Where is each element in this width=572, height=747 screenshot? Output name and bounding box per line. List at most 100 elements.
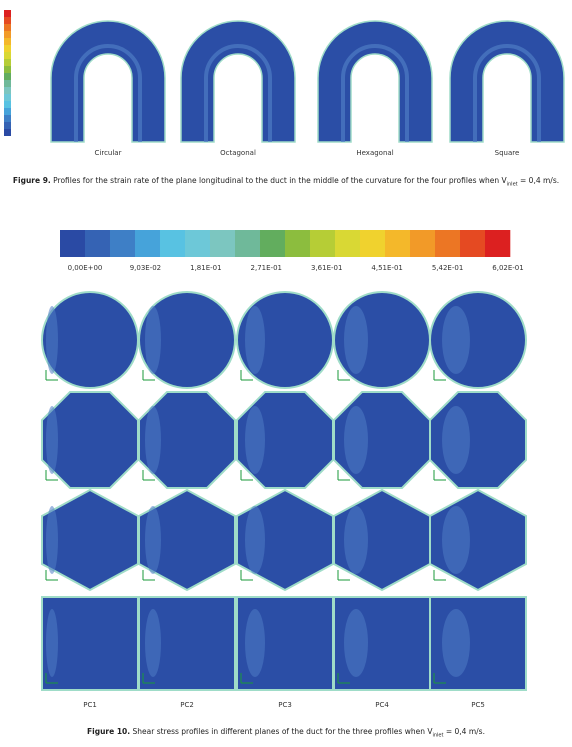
duct-profile (138, 596, 236, 691)
stress-region (442, 306, 470, 374)
stress-region (442, 406, 470, 474)
axis-triad (240, 673, 253, 684)
legend-swatch (4, 73, 11, 80)
arch-highlight (473, 44, 541, 142)
arch-profile (50, 20, 166, 143)
stress-region (145, 306, 161, 374)
column-label: PC3 (278, 701, 292, 709)
column-label: PC4 (375, 701, 389, 709)
stress-region (442, 506, 470, 574)
caption-tail: = 0,4 m/s. (520, 176, 560, 185)
figure-10-caption: Figure 10. Shear stress profiles in diff… (0, 727, 572, 739)
axis-triad (240, 470, 253, 481)
colorbar-label: 0,00E+00 (68, 264, 103, 272)
colorbar-swatch (160, 230, 186, 257)
colorbar-swatch (260, 230, 286, 257)
colorbar-label: 4,51E-01 (371, 264, 402, 272)
stress-region (145, 406, 161, 474)
caption-text: Shear stress profiles in different plane… (132, 727, 433, 736)
arch-profile (317, 20, 433, 143)
caption-text: Profiles for the strain rate of the plan… (53, 176, 507, 185)
axis-triad (433, 470, 446, 481)
legend-swatch (4, 59, 11, 66)
legend-swatch (4, 38, 11, 45)
legend-swatch (4, 24, 11, 31)
colorbar-swatch (485, 230, 511, 257)
axis-triad (337, 673, 350, 684)
colorbar-swatch (460, 230, 486, 257)
colorbar-label: 2,71E-01 (251, 264, 282, 272)
caption-subscript: inlet (506, 181, 518, 188)
stress-region (344, 406, 368, 474)
circle-profile (138, 291, 236, 389)
legend-swatch (4, 52, 11, 59)
legend-swatch (4, 108, 11, 115)
caption-subscript: inlet (432, 732, 444, 739)
legend-swatch (4, 66, 11, 73)
axis-triad (337, 570, 350, 581)
colorbar-swatch (235, 230, 261, 257)
colorbar-label: 9,03E-02 (130, 264, 161, 272)
axis-triad (240, 370, 253, 381)
legend-swatch (4, 101, 11, 108)
stress-region (245, 609, 265, 677)
colorbar-swatch (135, 230, 161, 257)
axis-triad (45, 470, 58, 481)
stress-region (46, 609, 58, 677)
column-label: PC5 (471, 701, 485, 709)
axis-triad (337, 470, 350, 481)
colorbar-swatch (60, 230, 86, 257)
arch-highlight (74, 44, 142, 142)
column-label: PC1 (83, 701, 97, 709)
colorbar-swatch (110, 230, 136, 257)
stress-region (245, 506, 265, 574)
arch-highlight (204, 44, 272, 142)
stress-region (344, 609, 368, 677)
axis-triad (433, 370, 446, 381)
duct-profile (138, 488, 236, 592)
stress-region (145, 609, 161, 677)
axis-triad (240, 570, 253, 581)
colorbar-swatch (85, 230, 111, 257)
caption-label: Figure 10. (87, 727, 131, 736)
legend-swatch (4, 87, 11, 94)
axis-triad (337, 370, 350, 381)
column-label: PC2 (180, 701, 194, 709)
axis-triad (45, 370, 58, 381)
stress-region (46, 506, 58, 574)
colorbar-swatch (310, 230, 336, 257)
legend-swatch (4, 80, 11, 87)
caption-tail: = 0,4 m/s. (445, 727, 485, 736)
stress-region (46, 306, 58, 374)
colorbar-swatch (435, 230, 461, 257)
colorbar-swatch (285, 230, 311, 257)
duct-profile (138, 391, 236, 489)
colorbar-swatch (185, 230, 211, 257)
arch-profile (449, 20, 565, 143)
axis-triad (45, 673, 58, 684)
axis-triad (433, 570, 446, 581)
stress-region (442, 609, 470, 677)
colorbar-label: 5,42E-01 (432, 264, 463, 272)
stress-region (46, 406, 58, 474)
legend-swatch (4, 129, 11, 136)
panel-label: Octagonal (220, 149, 256, 157)
stress-region (344, 506, 368, 574)
stress-region (245, 406, 265, 474)
colorbar-swatch (410, 230, 436, 257)
colorbar-label: 1,81E-01 (190, 264, 221, 272)
legend-swatch (4, 31, 11, 38)
colorbar-swatch (210, 230, 236, 257)
colorbar-swatch (360, 230, 386, 257)
panel-label: Circular (95, 149, 122, 157)
stress-region (245, 306, 265, 374)
legend-swatch (4, 45, 11, 52)
figure-9-caption: Figure 9. Profiles for the strain rate o… (0, 176, 572, 188)
panel-label: Square (495, 149, 520, 157)
axis-triad (142, 470, 155, 481)
colorbar-label: 6,02E-01 (492, 264, 523, 272)
axis-triad (142, 370, 155, 381)
legend-swatch (4, 115, 11, 122)
